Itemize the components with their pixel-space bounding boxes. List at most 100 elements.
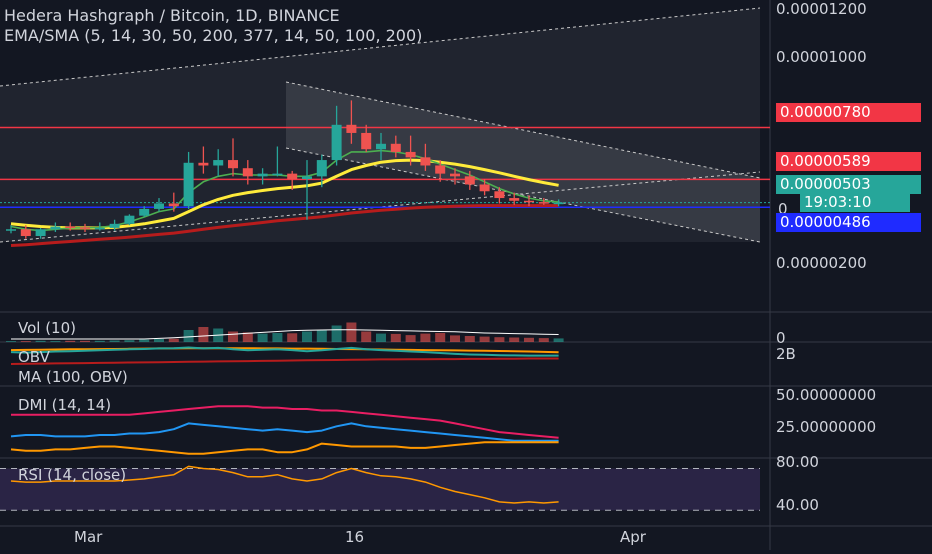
candle-body: [479, 184, 490, 192]
candle-body: [553, 202, 564, 205]
candle-body: [109, 223, 120, 228]
resistance-low-price-tag: 0.00000589: [776, 152, 921, 171]
candle-body: [538, 202, 549, 204]
candle-body: [94, 227, 105, 230]
fast-moving-average-line: [10, 149, 559, 232]
candle-body: [376, 143, 386, 150]
candle-body: [287, 173, 298, 180]
volume-bar: [331, 325, 342, 342]
volume-bar: [435, 333, 446, 342]
candle-body: [35, 229, 46, 237]
rsi-pane-label[interactable]: RSI (14, close): [18, 466, 127, 484]
candle-body: [257, 173, 268, 177]
candle-body: [435, 165, 446, 174]
volume-average-line: [11, 329, 559, 340]
volume-bar: [257, 333, 268, 342]
candle-body: [6, 229, 16, 231]
volume-bar: [139, 339, 150, 342]
volume-bar: [376, 333, 386, 342]
time-axis-label: Apr: [620, 528, 646, 546]
price-axis-label: 0.00001000: [776, 48, 867, 66]
volume-bar: [65, 340, 76, 342]
indicator-legend[interactable]: EMA/SMA (5, 14, 30, 50, 200, 377, 14, 50…: [4, 26, 423, 45]
candle-body: [80, 227, 90, 229]
volume-pane-label[interactable]: Vol (10): [18, 319, 77, 337]
volume-bar: [168, 338, 179, 342]
volume-bar: [420, 333, 431, 342]
candle-body: [450, 173, 460, 177]
volume-bar: [538, 338, 549, 342]
volume-bar: [80, 340, 90, 342]
time-axis-label: 16: [345, 528, 365, 546]
candle-body: [420, 157, 431, 166]
volume-bar: [50, 341, 61, 342]
dmi-axis-label: 50.00000000: [776, 386, 877, 404]
candle-body: [524, 200, 534, 203]
candle-body: [390, 143, 401, 152]
obv-axis-label: 2B: [776, 345, 796, 363]
candle-body: [316, 160, 327, 177]
volume-bar: [183, 330, 194, 342]
volume-bar: [479, 336, 490, 342]
volume-bar: [509, 337, 520, 342]
obv-ma-pane-label[interactable]: MA (100, OBV): [18, 368, 128, 386]
obv-long-average-line: [10, 357, 559, 365]
candle-body: [50, 226, 61, 230]
channel-upper-line: [0, 7, 761, 87]
dmi-axis-label: 25.00000000: [776, 418, 877, 436]
candle-body: [494, 191, 505, 199]
candle-body: [509, 198, 520, 201]
candle-body: [346, 124, 357, 133]
volume-bar: [287, 333, 298, 342]
dmi-pane-label[interactable]: DMI (14, 14): [18, 396, 112, 414]
last-price-tag: 0.00000503: [776, 175, 921, 194]
volume-bar: [272, 333, 283, 342]
volume-bar: [242, 332, 253, 342]
candle-body: [228, 160, 238, 169]
rsi-line: [10, 465, 559, 504]
obv-ma-line: [10, 347, 559, 354]
volume-bar: [553, 338, 564, 342]
plus-di-line: [10, 422, 559, 442]
channel-upper-line: [285, 81, 761, 179]
rsi-axis-label: 40.00: [776, 496, 819, 514]
channel-lower-line: [0, 171, 761, 243]
volume-bar: [124, 340, 135, 342]
price-axis-label: 0.00000200: [776, 254, 867, 272]
candle-body: [183, 162, 194, 207]
candle-body: [272, 173, 283, 176]
candle-body: [405, 151, 416, 158]
minus-di-line: [10, 441, 559, 455]
obv-pane-label[interactable]: OBV: [18, 348, 50, 366]
volume-bar: [94, 340, 105, 342]
volume-bar: [524, 337, 534, 342]
long-moving-average-line: [10, 204, 559, 247]
time-axis-label: Mar: [74, 528, 103, 546]
candle-body: [464, 176, 475, 185]
chart-title: Hedera Hashgraph / Bitcoin, 1D, BINANCE: [4, 6, 340, 25]
volume-bar: [346, 322, 357, 342]
volume-bar: [302, 331, 312, 342]
volume-bar: [154, 339, 164, 342]
candle-body: [198, 162, 209, 166]
candle-body: [213, 160, 224, 166]
volume-bar: [405, 335, 416, 342]
volume-bar: [20, 341, 31, 342]
candle-body: [302, 176, 312, 180]
volume-bar: [109, 340, 120, 342]
price-axis-label: 0.00001200: [776, 0, 867, 18]
adx-line: [11, 405, 559, 439]
support-price-tag: 0.00000486: [776, 213, 921, 232]
candle-body: [65, 226, 76, 229]
candle-body: [242, 168, 253, 177]
volume-axis-label: 0: [776, 329, 786, 347]
candle-body: [139, 208, 150, 216]
descending-channel-fill: [286, 82, 760, 242]
volume-bar: [316, 330, 327, 342]
volume-bar: [198, 327, 209, 342]
candle-body: [361, 132, 372, 150]
volume-bar: [35, 340, 46, 342]
candle-body: [20, 229, 31, 237]
